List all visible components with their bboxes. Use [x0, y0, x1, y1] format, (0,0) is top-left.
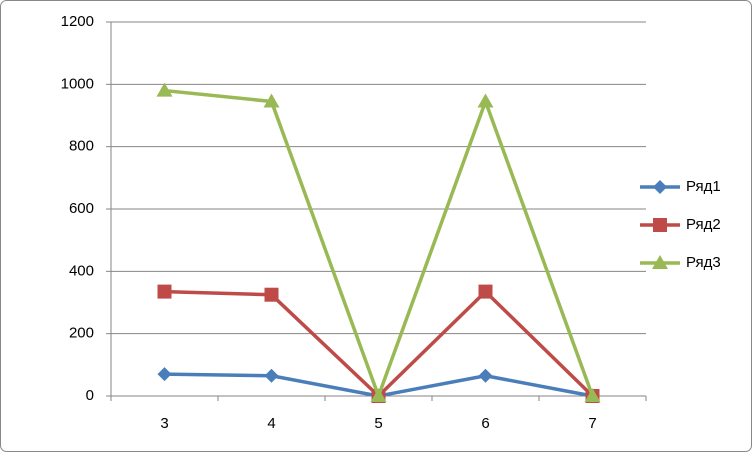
legend-marker: [652, 255, 668, 269]
data-point: [478, 368, 493, 383]
data-point: [156, 82, 173, 97]
data-point: [157, 367, 172, 382]
data-point: [370, 388, 387, 402]
y-tick-label: 600: [69, 200, 94, 217]
data-point: [584, 388, 601, 402]
y-tick-label: 1000: [61, 75, 94, 92]
y-tick-label: 800: [69, 138, 94, 155]
legend-label: Ряд1: [686, 178, 721, 195]
data-point: [478, 284, 493, 299]
data-point: [264, 368, 279, 383]
data-point: [477, 93, 494, 108]
x-tick-label: 5: [374, 415, 382, 432]
data-point: [263, 93, 280, 108]
y-tick-label: 0: [86, 387, 94, 404]
y-tick-label: 400: [69, 262, 94, 279]
x-tick-label: 4: [267, 415, 275, 432]
legend-label: Ряд3: [686, 254, 721, 271]
legend-label: Ряд2: [686, 216, 721, 233]
x-tick-label: 6: [481, 415, 489, 432]
data-point: [264, 287, 279, 302]
x-tick-label: 7: [588, 415, 596, 432]
data-point: [157, 284, 172, 299]
x-tick-label: 3: [160, 415, 168, 432]
y-tick-label: 1200: [61, 13, 94, 30]
legend-marker: [653, 218, 667, 232]
legend-marker: [653, 180, 667, 194]
y-tick-label: 200: [69, 325, 94, 342]
